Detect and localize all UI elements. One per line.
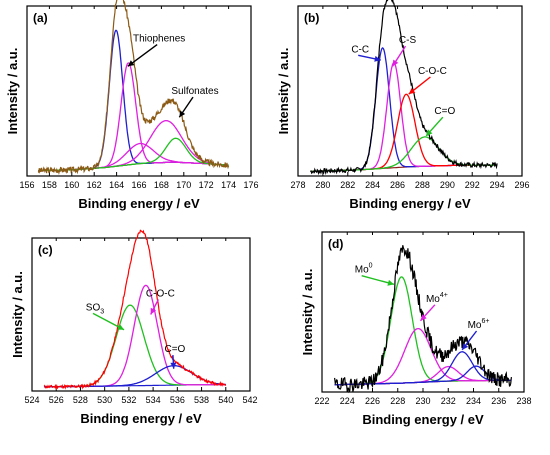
x-tick-label: 282 <box>340 180 355 190</box>
x-tick-label: 528 <box>73 395 88 405</box>
x-tick-label: 296 <box>514 180 529 190</box>
y-axis-label: Intensity / a.u. <box>276 48 291 135</box>
x-tick-label: 288 <box>415 180 430 190</box>
x-tick-label: 224 <box>340 396 355 406</box>
annotation-arrowhead <box>117 324 125 330</box>
peak-annotation: C=O <box>164 344 185 355</box>
raw-data-envelope <box>43 229 227 390</box>
x-tick-label: 166 <box>131 180 146 190</box>
annotation-arrowhead <box>150 307 157 315</box>
x-tick-label: 526 <box>49 395 64 405</box>
peak-annotation: C-C <box>351 44 369 55</box>
panel-c: 524 526 528 530 532 534 536 538 540 542 SO3 C-O-C C=… <box>10 229 258 426</box>
x-tick-label: 176 <box>243 180 258 190</box>
x-tick-label: 226 <box>365 396 380 406</box>
x-tick-label: 294 <box>490 180 505 190</box>
peak-annotation: Sulfonates <box>171 86 218 97</box>
x-tick-label: 536 <box>170 395 185 405</box>
x-tick-label: 168 <box>154 180 169 190</box>
x-tick-label: 532 <box>121 395 136 405</box>
y-axis-label: Intensity / a.u. <box>5 48 20 135</box>
component-peak-2 <box>38 62 229 172</box>
panel-label: (c) <box>38 243 53 257</box>
x-tick-label: 284 <box>365 180 380 190</box>
annotation-arrowhead <box>420 314 427 321</box>
annotation-arrowhead <box>127 60 135 67</box>
x-tick-label: 230 <box>415 396 430 406</box>
x-axis-label: Binding energy / eV <box>349 196 471 211</box>
x-tick-label: 232 <box>441 396 456 406</box>
annotation-arrowhead <box>179 110 186 118</box>
peak-annotation: Mo6+ <box>468 318 490 331</box>
y-axis-label: Intensity / a.u. <box>10 271 25 358</box>
x-tick-label: 158 <box>42 180 57 190</box>
component-peak-5 <box>38 137 229 172</box>
y-axis-label: Intensity / a.u. <box>300 269 315 356</box>
x-tick-label: 172 <box>199 180 214 190</box>
x-tick-label: 280 <box>315 180 330 190</box>
x-tick-label: 540 <box>218 395 233 405</box>
x-tick-label: 534 <box>146 395 161 405</box>
panel-a: 156 158 160 162 164 166 168 170 172 174 176 Thiophe… <box>5 0 259 211</box>
annotation-arrowhead <box>462 343 469 350</box>
panel-b: 278 280 282 284 286 288 290 292 294 296 C-C C-S C-O-… <box>276 0 530 211</box>
x-tick-label: 234 <box>466 396 481 406</box>
peak-annotation: Mo4+ <box>426 292 448 305</box>
annotation-arrowhead <box>374 55 381 62</box>
x-tick-label: 292 <box>465 180 480 190</box>
raw-data-envelope <box>37 0 230 176</box>
peak-annotation: C-S <box>399 35 417 46</box>
x-tick-label: 174 <box>221 180 236 190</box>
x-tick-label: 278 <box>290 180 305 190</box>
x-axis-label: Binding energy / eV <box>362 412 484 427</box>
peak-annotation: C=O <box>434 106 455 117</box>
annotation-arrowhead <box>392 59 399 67</box>
x-tick-label: 228 <box>390 396 405 406</box>
x-tick-label: 156 <box>19 180 34 190</box>
panel-d: 222 224 226 228 230 232 234 236 238 Mo0 Mo4+ Mo6+ (d… <box>300 231 532 427</box>
component-peak-2 <box>44 284 226 388</box>
component-peak-1 <box>310 47 498 173</box>
peak-annotation: Mo0 <box>355 263 373 276</box>
peak-annotation: SO3 <box>86 302 104 315</box>
x-tick-label: 290 <box>440 180 455 190</box>
x-tick-label: 542 <box>242 395 257 405</box>
raw-data-envelope <box>310 0 498 176</box>
plot-frame <box>297 5 523 177</box>
raw-data-envelope <box>334 245 512 394</box>
x-tick-label: 538 <box>194 395 209 405</box>
component-peak-1 <box>44 304 226 388</box>
peak-annotation: Thiophenes <box>133 34 185 45</box>
x-tick-label: 530 <box>97 395 112 405</box>
x-axis-label: Binding energy / eV <box>80 411 202 426</box>
panel-label: (a) <box>33 11 48 25</box>
x-tick-label: 222 <box>314 396 329 406</box>
annotation-arrowhead <box>170 362 177 369</box>
panel-label: (d) <box>328 237 343 251</box>
x-tick-label: 286 <box>390 180 405 190</box>
annotation-arrowhead <box>426 129 433 136</box>
x-tick-label: 524 <box>24 395 39 405</box>
x-tick-label: 162 <box>87 180 102 190</box>
x-tick-label: 238 <box>516 396 531 406</box>
annotation-arrow <box>127 43 158 67</box>
annotation-arrowhead <box>387 279 394 286</box>
plot-frame <box>31 237 251 392</box>
component-peak-2 <box>310 61 498 173</box>
x-tick-label: 164 <box>109 180 124 190</box>
peak-annotation: C-O-C <box>418 66 447 77</box>
x-tick-label: 160 <box>64 180 79 190</box>
panel-label: (b) <box>304 11 319 25</box>
annotation-arrowhead <box>408 88 416 95</box>
x-tick-label: 236 <box>491 396 506 406</box>
x-axis-label: Binding energy / eV <box>78 196 200 211</box>
x-tick-label: 170 <box>176 180 191 190</box>
peak-annotation: C-O-C <box>146 288 175 299</box>
